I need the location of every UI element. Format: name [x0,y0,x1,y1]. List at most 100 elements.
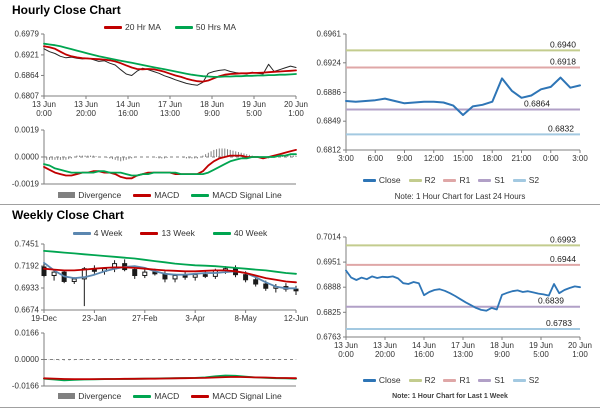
weekly-macd-legend: Divergence MACD MACD Signal Line [26,390,314,402]
svg-text:6:00: 6:00 [367,154,383,163]
legend-item-s1: S1 [478,175,505,185]
svg-text:0.6961: 0.6961 [317,30,342,39]
legend-label: 20 Hr MA [124,22,161,32]
svg-text:3:00: 3:00 [572,154,588,163]
r1-line-swatch-icon [443,378,457,382]
svg-text:0.6921: 0.6921 [15,50,40,59]
weekly-pivot-note: Note: 1 Hour Chart for Last 1 Week [392,393,508,400]
weekly-section-title: Weekly Close Chart [12,208,124,222]
close-line-swatch-icon [362,178,376,182]
legend-label: R1 [459,175,471,185]
svg-text:8-May: 8-May [234,314,256,323]
r2-line-swatch-icon [408,178,422,182]
svg-text:0.6832: 0.6832 [548,123,574,133]
hourly-price-legend: 20 Hr MA 50 Hrs MA [40,21,300,33]
svg-text:0:00: 0:00 [36,109,52,118]
svg-text:0.6979: 0.6979 [15,30,40,39]
svg-text:9:00: 9:00 [494,350,510,359]
legend-item-20hr-ma: 20 Hr MA [103,22,161,32]
legend-item-40-week: 40 Week [212,228,267,238]
macd-signal-line-swatch-icon [191,394,210,398]
legend-label: R2 [424,175,436,185]
svg-text:0.7192: 0.7192 [15,262,40,271]
divergence-bar-swatch-icon [58,192,76,198]
macd-line-swatch-icon [133,193,152,197]
svg-text:19-Dec: 19-Dec [31,314,57,323]
legend-label: S1 [494,375,505,385]
close-line-swatch-icon [362,378,376,382]
svg-text:3:00: 3:00 [338,154,354,163]
legend-item-4-week: 4 Week [72,228,123,238]
legend-label: MACD Signal Line [212,190,282,200]
svg-text:0.6825: 0.6825 [317,308,342,317]
svg-text:0.6674: 0.6674 [15,306,40,315]
hourly-pivot-note: Note: 1 Hour Chart for Last 24 Hours [394,192,526,201]
legend-label: R1 [459,375,471,385]
legend-label: Close [378,375,401,385]
svg-text:19 Jun: 19 Jun [529,341,553,350]
weekly-pivot-legend: Close R2 R1 S1 S2 [318,374,584,386]
40-week-line-swatch-icon [212,231,231,235]
s1-line-swatch-icon [478,378,492,382]
hourly-pivot-legend: Close R2 R1 S1 S2 [318,174,584,186]
svg-text:0.6864: 0.6864 [524,99,550,109]
svg-text:15:00: 15:00 [453,154,474,163]
svg-text:0.7014: 0.7014 [317,233,342,242]
svg-text:0.7451: 0.7451 [15,240,40,249]
svg-text:17 Jun: 17 Jun [158,100,182,109]
svg-text:16:00: 16:00 [414,350,435,359]
svg-text:23-Jan: 23-Jan [82,314,106,323]
svg-text:0.0000: 0.0000 [15,153,40,162]
legend-label: MACD [154,190,180,200]
svg-text:1:00: 1:00 [572,350,588,359]
svg-text:13 Jun: 13 Jun [74,100,98,109]
svg-text:14 Jun: 14 Jun [116,100,140,109]
svg-text:13:00: 13:00 [160,109,181,118]
svg-text:5:00: 5:00 [533,350,549,359]
svg-text:0.6993: 0.6993 [550,234,576,244]
svg-text:14 Jun: 14 Jun [412,341,436,350]
bottom-divider [0,407,600,408]
svg-text:18 Jun: 18 Jun [490,341,514,350]
legend-item-13-week: 13 Week [140,228,195,238]
svg-text:0.6807: 0.6807 [15,92,40,101]
weekly-price-legend: 4 Week 13 Week 40 Week [30,227,310,239]
svg-text:0.6763: 0.6763 [317,333,342,342]
macd-signal-line-swatch-icon [191,193,210,197]
legend-item-r1: R1 [443,375,470,385]
macd-line-swatch-icon [133,394,152,398]
s2-line-swatch-icon [512,378,526,382]
svg-text:18:00: 18:00 [482,154,503,163]
legend-label: 4 Week [93,228,123,238]
r1-line-swatch-icon [443,178,457,182]
legend-label: S1 [494,175,505,185]
hourly-macd-chart: 0.0019 0.0000 -0.0019 [12,126,297,189]
svg-text:3-Apr: 3-Apr [185,314,205,323]
legend-item-s2: S2 [512,175,540,185]
legend-label: S2 [528,375,540,385]
legend-item-r1: R1 [443,175,470,185]
legend-label: S2 [528,175,540,185]
svg-text:0.0166: 0.0166 [15,329,40,338]
4-week-line-swatch-icon [72,231,91,235]
13-week-line-swatch-icon [140,231,159,235]
legend-label: MACD [154,391,180,401]
svg-text:-0.0019: -0.0019 [12,180,40,189]
legend-item-50hr-ma: 50 Hrs MA [174,22,236,32]
svg-text:0.6849: 0.6849 [317,117,342,126]
hourly-section-title: Hourly Close Chart [12,3,121,17]
legend-item-close: Close [362,175,401,185]
svg-text:0.6924: 0.6924 [317,58,342,67]
svg-text:0.6783: 0.6783 [546,318,572,328]
svg-text:0.6944: 0.6944 [550,254,576,264]
legend-item-r2: R2 [408,175,436,185]
svg-text:13 Jun: 13 Jun [32,100,56,109]
legend-label: Divergence [78,391,122,401]
divergence-bar-swatch-icon [58,393,76,399]
legend-item-macd: MACD [133,190,179,200]
legend-item-close: Close [362,375,401,385]
legend-item-divergence: Divergence [58,391,121,401]
